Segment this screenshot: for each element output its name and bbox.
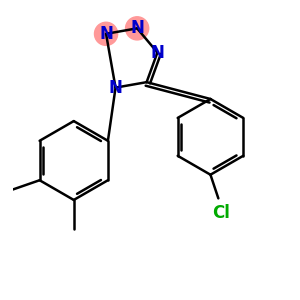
Text: N: N bbox=[99, 25, 113, 43]
Text: N: N bbox=[151, 44, 164, 62]
Text: N: N bbox=[109, 79, 122, 97]
Text: N: N bbox=[130, 19, 144, 37]
Circle shape bbox=[94, 22, 118, 45]
Circle shape bbox=[126, 17, 149, 40]
Text: Cl: Cl bbox=[212, 204, 230, 222]
